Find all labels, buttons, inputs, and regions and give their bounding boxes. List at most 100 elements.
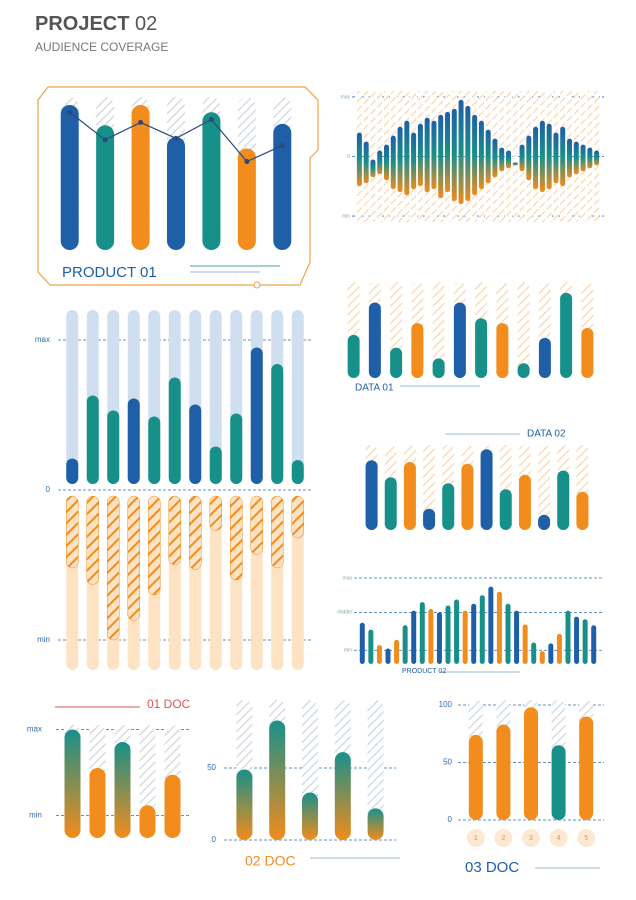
range-bar [560,126,566,187]
x-tick-label: 5 [584,835,588,842]
range-bar [546,123,552,190]
bar [411,610,417,664]
range-bar [411,132,417,190]
range-bar [417,123,423,187]
range-bar [526,135,532,181]
bar [394,639,400,664]
bar [403,462,416,530]
chart-title: PRODUCT 02 [402,668,446,675]
bar [131,105,150,250]
bar [114,741,131,838]
bar [390,347,403,378]
range-bar [512,162,518,166]
range-bar [539,120,545,193]
category-badge [466,829,485,847]
bar [237,148,256,250]
bar-below [209,495,222,531]
chart-title: DATA 01 [355,383,394,394]
bar-below [250,495,263,555]
bar [368,302,381,378]
range-bar [472,114,478,196]
y-tick-label: 0 [347,154,350,160]
y-tick-label: 50 [443,758,452,767]
bar [60,105,79,250]
bar [538,514,551,530]
range-bar [587,147,593,169]
bar-track [367,700,384,840]
bar [514,610,520,664]
bar-below [168,495,181,566]
range-bar [397,126,403,193]
bar [442,483,455,530]
range-bar [499,147,505,172]
bar [505,603,511,664]
bar [499,489,512,530]
range-bar [384,144,389,181]
y-tick-label: max [27,725,42,734]
x-tick-label: 3 [529,835,533,842]
bar-track [66,310,79,484]
range-bar [567,138,572,178]
bar [436,612,442,664]
line-point [102,137,108,143]
bar-track [538,445,551,530]
y-tick-label: 0 [448,815,453,824]
bar [66,458,79,484]
bar [454,599,460,664]
title-word: PROJECT [35,13,129,35]
bar [591,625,597,664]
bar [230,413,243,484]
chart-title: DATA 02 [527,429,566,440]
range-bar [438,114,444,199]
frame [37,86,319,286]
range-bar [445,111,450,193]
bar [471,603,477,664]
bar [368,629,374,664]
bar-track [209,496,222,670]
bar [411,323,424,378]
bar [581,328,594,378]
y-tick-label: max [35,335,50,344]
bar [468,734,483,820]
page-title: PROJECT 02 [35,13,157,35]
bar [96,125,115,250]
x-tick-label: 2 [501,835,505,842]
line-point [138,119,144,125]
category-badge [549,829,568,847]
bar [250,347,263,484]
range-bar [573,141,579,175]
line-point [173,135,179,141]
y-tick-label: min [29,811,42,820]
bar [496,323,509,378]
line-point [279,143,285,149]
bar [432,358,445,378]
chart-title: 01 DOC [147,697,191,711]
bar [582,619,588,664]
bar [367,808,384,840]
range-bar [424,117,430,193]
title-number: 02 [135,13,157,35]
bar [488,586,494,664]
range-bar [519,144,525,172]
range-bar [356,132,362,187]
y-tick-label: 0 [212,835,217,844]
range-bar [377,150,383,175]
bar [385,648,391,664]
bar [139,805,156,838]
range-bar [390,135,396,190]
bar-track [209,310,222,484]
bar-track [512,91,518,222]
bar [496,591,502,664]
bar [376,645,382,664]
bar [576,491,589,530]
bar [107,410,120,484]
bar [517,363,530,378]
y-tick-label: min [344,648,352,654]
bar [89,767,106,838]
bar [453,302,466,378]
bar-track [291,496,304,670]
deco-dot [253,281,261,289]
bar [167,136,185,250]
range-bar [451,108,457,202]
